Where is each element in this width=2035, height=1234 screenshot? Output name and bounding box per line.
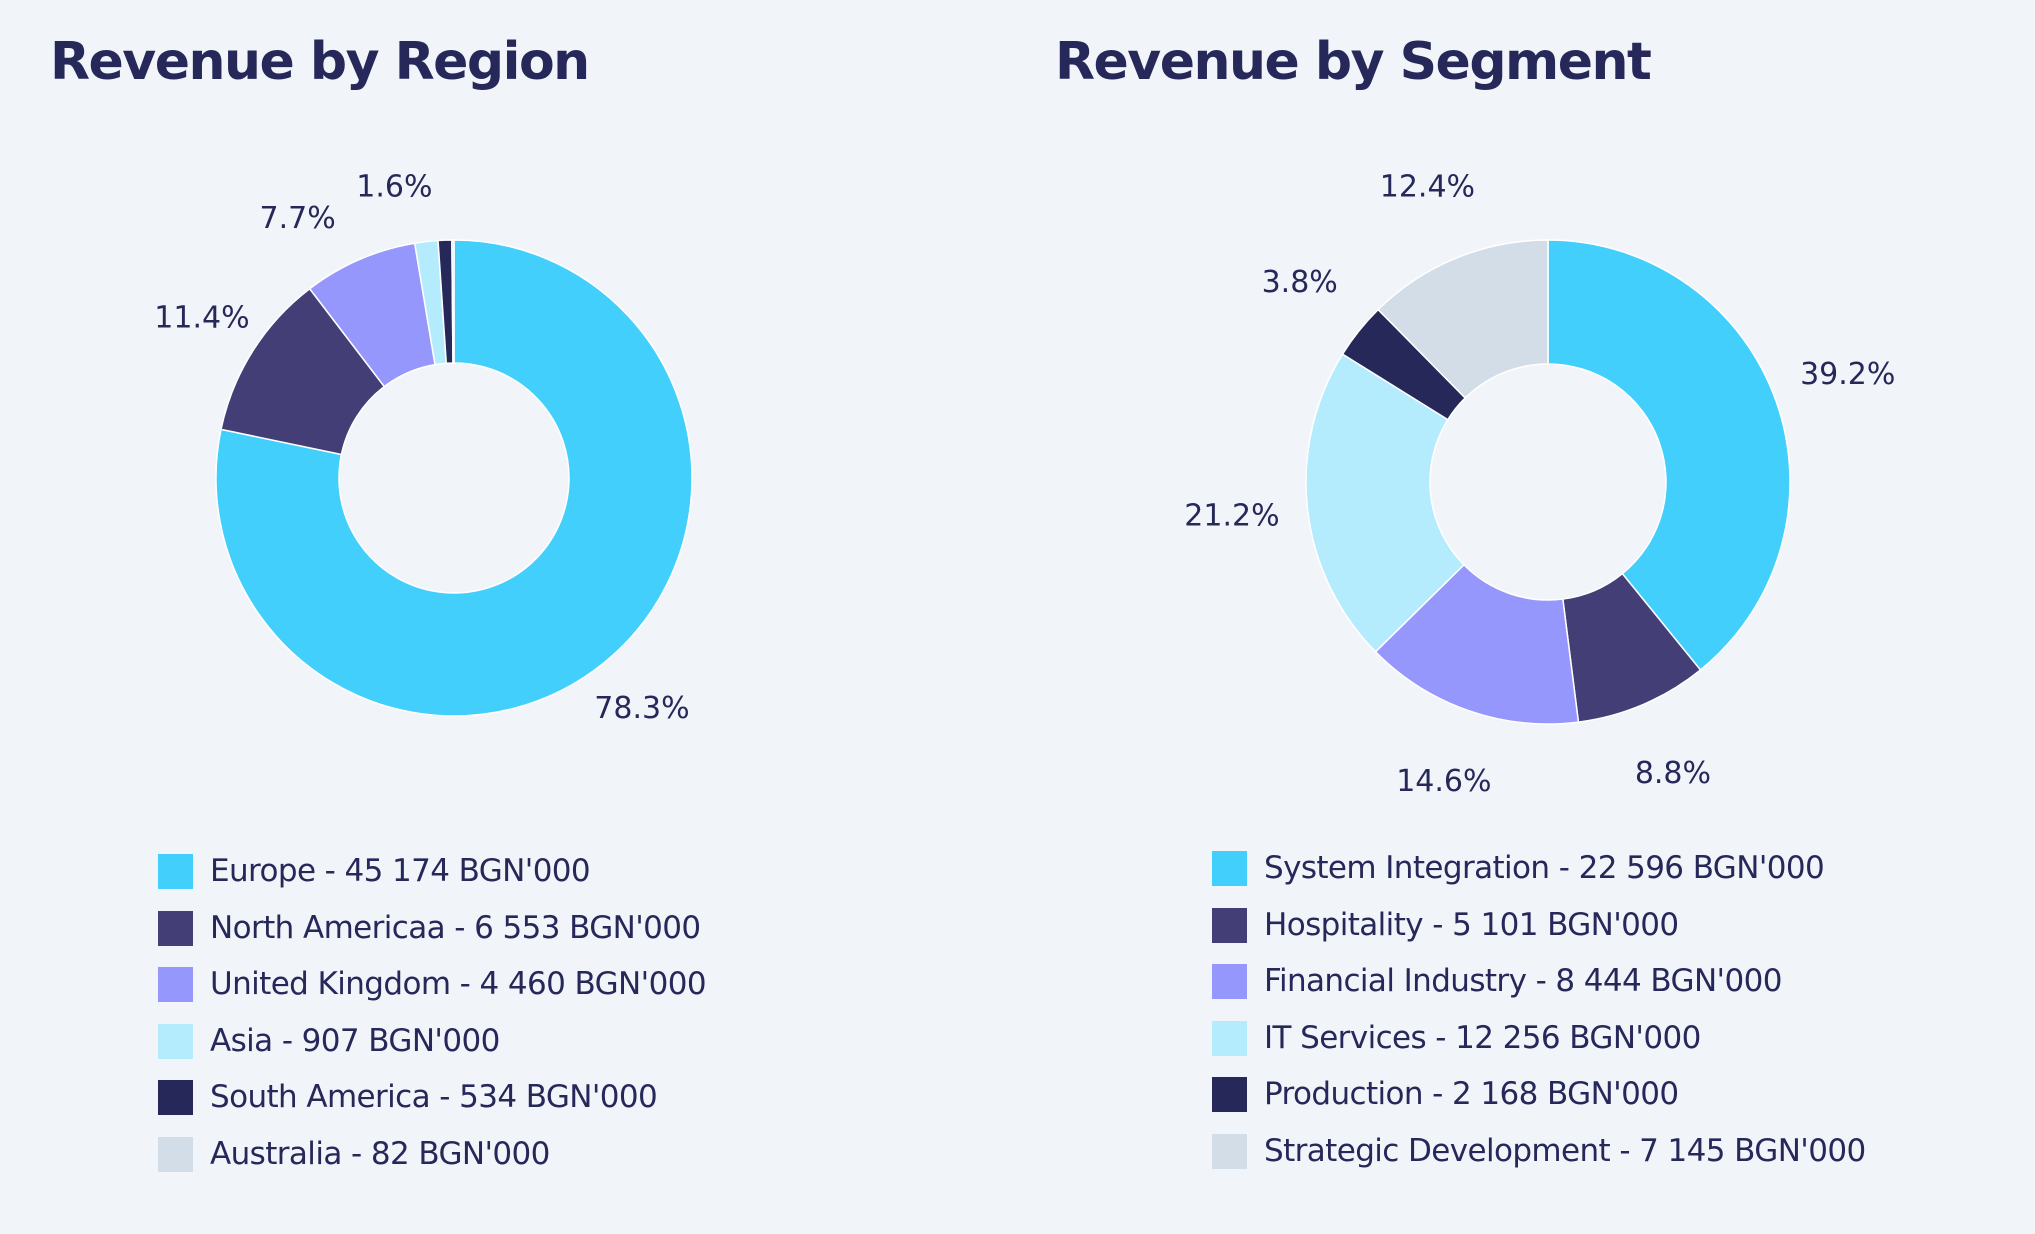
region-slice-australia	[451, 239, 455, 364]
legend-label: System Integration - 22 596 BGN'000	[1264, 850, 1825, 886]
legend-label: IT Services - 12 256 BGN'000	[1264, 1019, 1701, 1056]
segment-percent-label-hospitality: 8.8%	[1635, 756, 1711, 791]
legend-swatch	[158, 1136, 193, 1172]
segment-slice-it-services	[1305, 353, 1465, 653]
legend-swatch	[1212, 851, 1247, 886]
legend-label: Production - 2 168 BGN'000	[1264, 1076, 1679, 1113]
legend-swatch	[1212, 1133, 1247, 1169]
region-legend-item-europe: Europe - 45 174 BGN'000	[158, 852, 706, 909]
segment-slice-financial-industry	[1374, 563, 1580, 725]
region-percent-label-north-americaa: 11.4%	[154, 301, 249, 336]
legend-swatch	[1212, 964, 1247, 1000]
segment-percent-label-financial-industry: 14.6%	[1396, 764, 1491, 799]
legend-label: Financial Industry - 8 444 BGN'000	[1264, 963, 1782, 1000]
legend-label: Asia - 907 BGN'000	[210, 1022, 500, 1059]
legend-swatch	[1212, 1020, 1247, 1056]
legend-swatch	[1212, 1077, 1247, 1113]
legend-swatch	[158, 1023, 193, 1059]
region-legend-item-australia: Australia - 82 BGN'000	[158, 1135, 706, 1192]
region-legend-item-north-americaa: North Americaa - 6 553 BGN'000	[158, 909, 706, 966]
segment-legend-item-production: Production - 2 168 BGN'000	[1212, 1075, 1866, 1132]
segment-percent-label-production: 3.8%	[1262, 265, 1338, 300]
segment-legend-item-it-services: IT Services - 12 256 BGN'000	[1212, 1019, 1866, 1076]
region-legend-item-united-kingdom: United Kingdom - 4 460 BGN'000	[158, 965, 707, 1022]
region-percent-label-asia: 1.6%	[356, 170, 432, 205]
legend-swatch	[158, 1080, 193, 1116]
region-legend-item-south-america: South America - 534 BGN'000	[158, 1078, 706, 1135]
region-percent-label-united-kingdom: 7.7%	[259, 201, 335, 236]
segment-chart-title: Revenue by Segment	[1055, 32, 1652, 92]
segment-percent-label-system-integration: 39.2%	[1800, 357, 1895, 392]
segment-donut-chart: 39.2% 8.8% 14.6% 21.2% 3.8% 12.4%	[1184, 169, 1895, 799]
segment-legend-item-financial-industry: Financial Industry - 8 444 BGN'000	[1212, 962, 1866, 1019]
segment-legend-item-strategic-development: Strategic Development - 7 145 BGN'000	[1212, 1132, 1866, 1189]
legend-swatch	[1212, 907, 1247, 943]
region-legend: Europe - 45 174 BGN'000 North Americaa - …	[158, 852, 707, 1192]
legend-label: South America - 534 BGN'000	[210, 1079, 658, 1116]
segment-legend-item-hospitality: Hospitality - 5 101 BGN'000	[1212, 906, 1866, 963]
segment-percent-label-strategic-development: 12.4%	[1380, 169, 1475, 204]
legend-label: Strategic Development - 7 145 BGN'000	[1264, 1132, 1866, 1169]
legend-swatch	[158, 854, 193, 889]
region-slice-europe	[215, 239, 693, 717]
segment-percent-label-it-services: 21.2%	[1184, 499, 1279, 534]
segment-legend: System Integration - 22 596 BGN'000 Hospi…	[1212, 849, 1866, 1189]
segment-legend-item-system-integration: System Integration - 22 596 BGN'000	[1212, 849, 1866, 906]
legend-label: North Americaa - 6 553 BGN'000	[210, 909, 701, 946]
legend-swatch	[158, 967, 193, 1003]
region-percent-label-europe: 78.3%	[594, 691, 689, 726]
legend-label: Europe - 45 174 BGN'000	[210, 853, 591, 889]
region-chart-title: Revenue by Region	[50, 32, 590, 92]
segment-slice-system-integration	[1547, 239, 1791, 672]
legend-swatch	[158, 910, 193, 946]
region-donut-chart: 78.3% 11.4% 7.7% 1.6%	[154, 170, 693, 726]
legend-label: Australia - 82 BGN'000	[210, 1135, 550, 1172]
legend-label: United Kingdom - 4 460 BGN'000	[210, 966, 707, 1003]
legend-label: Hospitality - 5 101 BGN'000	[1264, 906, 1679, 943]
segment-slice-strategic-development	[1377, 239, 1549, 399]
region-legend-item-asia: Asia - 907 BGN'000	[158, 1022, 706, 1079]
